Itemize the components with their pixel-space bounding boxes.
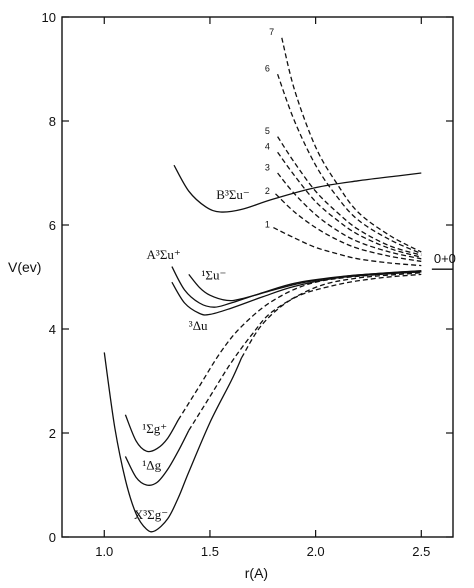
level-number-label: 6 [265, 64, 270, 74]
curve-dashed [277, 151, 422, 258]
curve-dashed [281, 37, 422, 253]
curve-labels: X³Σg⁻ ¹Δg ¹Σg⁺ ³Δu A³Σu⁺ ¹Σu⁻ B³Σu⁻ 1 2 3 4 5 6 7 [134, 27, 274, 522]
level-number-label: 2 [265, 186, 270, 196]
x-tick-label: 1.0 [95, 544, 113, 559]
level-number-label: 3 [265, 162, 270, 172]
curve-dashed [273, 227, 422, 267]
level-number-label: 5 [265, 126, 270, 136]
state-label: ¹Σu⁻ [201, 268, 226, 283]
curve-dashed [188, 272, 422, 431]
y-axis-label: V(ev) [8, 259, 41, 275]
curve-solid [124, 414, 179, 453]
state-label: B³Σu⁻ [216, 187, 250, 202]
y-tick-label: 0 [49, 530, 56, 545]
state-label: ³Δu [189, 318, 208, 333]
x-tick-label: 2.0 [307, 544, 325, 559]
curve-solid [124, 430, 190, 486]
state-label: ¹Δg [142, 457, 161, 472]
curve-solid [171, 271, 422, 316]
axis-ticks: 1.0 1.5 2.0 2.5 0 2 4 6 8 10 [42, 10, 453, 559]
level-number-label: 1 [265, 220, 270, 230]
asymptote-label: 0+0 [434, 251, 456, 266]
y-tick-label: 8 [49, 114, 56, 129]
y-tick-label: 2 [49, 426, 56, 441]
state-label: X³Σg⁻ [134, 507, 168, 522]
x-tick-label: 2.5 [412, 544, 430, 559]
y-tick-label: 6 [49, 218, 56, 233]
curve-dashed [276, 73, 422, 255]
level-number-label: 4 [265, 142, 270, 152]
curve-dashed [277, 136, 422, 256]
curves [103, 37, 453, 533]
x-tick-label: 1.5 [201, 544, 219, 559]
curve-dashed [275, 193, 422, 263]
y-tick-label: 10 [42, 10, 56, 25]
curve-solid [188, 270, 422, 302]
state-label: A³Σu⁺ [147, 247, 181, 262]
state-label: ¹Σg⁺ [142, 421, 167, 436]
curve-dashed [241, 273, 422, 358]
y-tick-label: 4 [49, 322, 56, 337]
curve-dashed [277, 172, 422, 260]
plot-border [61, 16, 454, 538]
curve-solid [173, 164, 422, 213]
plot-frame [61, 16, 454, 538]
level-number-label: 7 [269, 27, 274, 37]
curve-solid [103, 352, 243, 533]
x-axis-label: r(A) [245, 565, 268, 581]
